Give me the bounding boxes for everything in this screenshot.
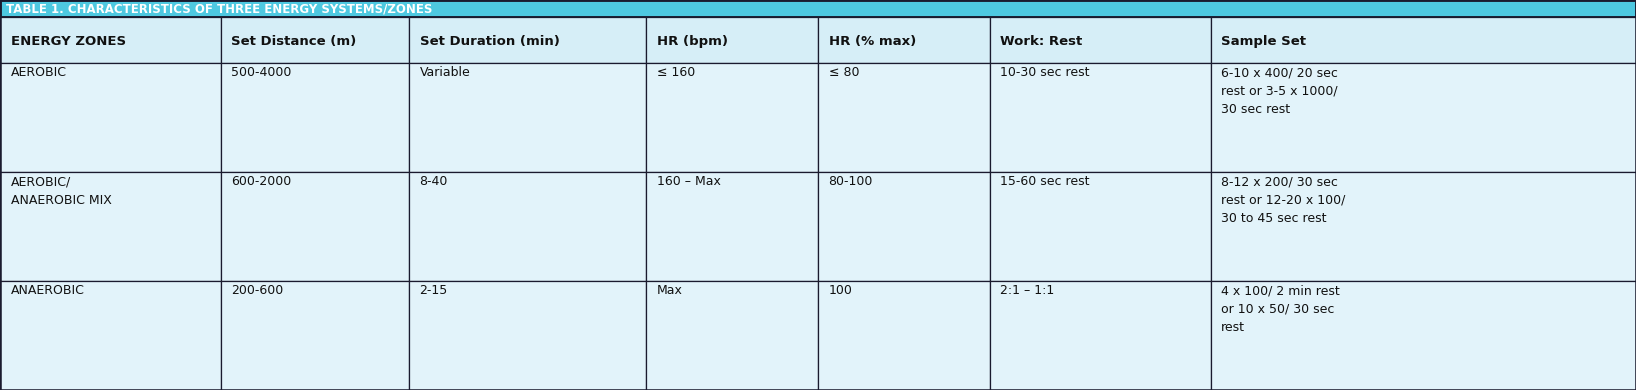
Bar <box>818 18 990 63</box>
Bar <box>1211 18 1636 63</box>
Text: 200-600: 200-600 <box>231 284 283 297</box>
Bar <box>1211 63 1636 172</box>
Bar <box>818 172 990 281</box>
Bar <box>990 18 1211 63</box>
Bar <box>1211 172 1636 281</box>
Bar <box>221 63 409 172</box>
Text: ≤ 160: ≤ 160 <box>656 66 695 79</box>
Bar <box>0 172 221 281</box>
Text: Sample Set: Sample Set <box>1220 35 1306 48</box>
Text: Variable: Variable <box>419 66 470 79</box>
Text: 600-2000: 600-2000 <box>231 175 291 188</box>
Bar <box>646 63 818 172</box>
Bar <box>1211 281 1636 390</box>
Bar <box>0 18 1636 63</box>
Text: 500-4000: 500-4000 <box>231 66 291 79</box>
Text: Set Distance (m): Set Distance (m) <box>231 35 357 48</box>
Text: 100: 100 <box>828 284 852 297</box>
Bar <box>221 18 409 63</box>
Text: TABLE 1. CHARACTERISTICS OF THREE ENERGY SYSTEMS/ZONES: TABLE 1. CHARACTERISTICS OF THREE ENERGY… <box>7 3 432 16</box>
Text: 4 x 100/ 2 min rest
or 10 x 50/ 30 sec
rest: 4 x 100/ 2 min rest or 10 x 50/ 30 sec r… <box>1220 284 1340 334</box>
Bar <box>409 172 646 281</box>
Text: Max: Max <box>656 284 682 297</box>
Text: 2-15: 2-15 <box>419 284 448 297</box>
Bar <box>990 63 1211 172</box>
Bar <box>646 172 818 281</box>
Bar <box>221 172 409 281</box>
Text: HR (bpm): HR (bpm) <box>656 35 728 48</box>
Text: AEROBIC: AEROBIC <box>10 66 67 79</box>
Bar <box>409 63 646 172</box>
Bar <box>646 281 818 390</box>
Text: 160 – Max: 160 – Max <box>656 175 720 188</box>
Text: 80-100: 80-100 <box>828 175 874 188</box>
Bar <box>0 63 221 172</box>
Text: 10-30 sec rest: 10-30 sec rest <box>1000 66 1090 79</box>
Bar <box>0 18 221 63</box>
Text: AEROBIC/
ANAEROBIC MIX: AEROBIC/ ANAEROBIC MIX <box>10 175 111 207</box>
Bar <box>990 172 1211 281</box>
Bar <box>221 281 409 390</box>
Text: 6-10 x 400/ 20 sec
rest or 3-5 x 1000/
30 sec rest: 6-10 x 400/ 20 sec rest or 3-5 x 1000/ 3… <box>1220 66 1338 116</box>
Text: 15-60 sec rest: 15-60 sec rest <box>1000 175 1090 188</box>
Bar <box>409 281 646 390</box>
Bar <box>646 18 818 63</box>
Bar <box>818 281 990 390</box>
Text: 8-40: 8-40 <box>419 175 448 188</box>
Bar <box>818 63 990 172</box>
Text: ≤ 80: ≤ 80 <box>828 66 859 79</box>
Bar <box>0 281 221 390</box>
Text: HR (% max): HR (% max) <box>828 35 916 48</box>
Text: ENERGY ZONES: ENERGY ZONES <box>10 35 126 48</box>
Bar <box>990 281 1211 390</box>
Bar <box>0 0 1636 18</box>
Text: Set Duration (min): Set Duration (min) <box>419 35 560 48</box>
Bar <box>409 18 646 63</box>
Text: Work: Rest: Work: Rest <box>1000 35 1083 48</box>
Text: 8-12 x 200/ 30 sec
rest or 12-20 x 100/
30 to 45 sec rest: 8-12 x 200/ 30 sec rest or 12-20 x 100/ … <box>1220 175 1345 225</box>
Text: 2:1 – 1:1: 2:1 – 1:1 <box>1000 284 1055 297</box>
Text: ANAEROBIC: ANAEROBIC <box>10 284 85 297</box>
